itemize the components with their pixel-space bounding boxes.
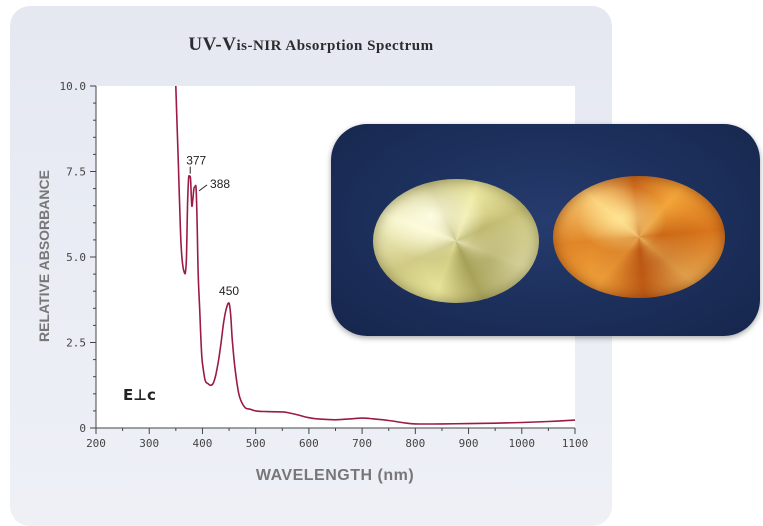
spectrum-line bbox=[175, 85, 576, 425]
peak-leader-line bbox=[198, 184, 208, 192]
y-axis-label: RELATIVE ABSORBANCE bbox=[36, 170, 52, 342]
x-tick-label: 400 bbox=[193, 437, 213, 450]
yellow-gemstone-icon bbox=[373, 179, 539, 303]
orange-gemstone-icon bbox=[553, 176, 725, 298]
y-tick-label: 7.5 bbox=[66, 166, 86, 179]
x-axis-label: WAVELENGTH (nm) bbox=[256, 467, 414, 484]
x-tick-label: 800 bbox=[405, 437, 425, 450]
peak-label: 450 bbox=[219, 284, 239, 298]
peak-label: 377 bbox=[186, 154, 206, 168]
x-tick-label: 700 bbox=[352, 437, 372, 450]
y-tick-label: 2.5 bbox=[66, 337, 86, 350]
x-tick-label: 200 bbox=[86, 437, 106, 450]
x-tick-label: 500 bbox=[246, 437, 266, 450]
ticks: 200 300 400 500 600 700 800 900 1000 1100 0 2.5 5.0 7… bbox=[60, 80, 589, 450]
x-tick-label: 900 bbox=[459, 437, 479, 450]
x-tick-label: 300 bbox=[139, 437, 159, 450]
peak-label: 388 bbox=[210, 177, 230, 191]
chart-title: UV-Vis-NIR Absorption Spectrum bbox=[188, 34, 434, 55]
x-tick-label: 1100 bbox=[562, 437, 589, 450]
y-tick-label: 0 bbox=[79, 422, 86, 435]
gemstone-photo bbox=[331, 124, 760, 336]
peak-labels: 377 388 450 bbox=[186, 154, 239, 299]
x-tick-label: 600 bbox=[299, 437, 319, 450]
x-tick-label: 1000 bbox=[509, 437, 536, 450]
y-tick-label: 5.0 bbox=[66, 251, 86, 264]
y-tick-label: 10.0 bbox=[60, 80, 87, 93]
polarization-label: E⊥c bbox=[123, 386, 156, 404]
